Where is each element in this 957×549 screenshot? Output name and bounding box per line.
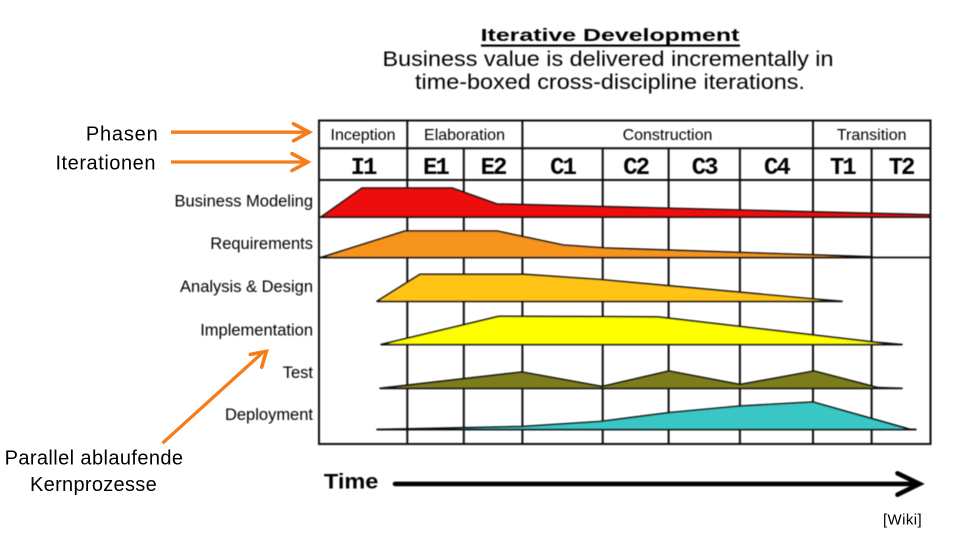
- svg-text:[Wiki]: [Wiki]: [883, 512, 922, 529]
- svg-text:Iterationen: Iterationen: [55, 152, 156, 174]
- svg-text:Inception: Inception: [331, 127, 396, 144]
- svg-text:T1: T1: [830, 155, 856, 182]
- svg-text:C4: C4: [764, 155, 790, 182]
- svg-text:Kernprozesse: Kernprozesse: [30, 474, 157, 496]
- svg-text:E1: E1: [423, 155, 449, 182]
- svg-text:C2: C2: [623, 155, 648, 182]
- svg-text:Iterative Development: Iterative Development: [481, 24, 740, 45]
- svg-text:Time: Time: [324, 470, 378, 494]
- svg-text:Requirements: Requirements: [210, 235, 313, 253]
- svg-text:Elaboration: Elaboration: [424, 127, 505, 144]
- svg-text:Analysis & Design: Analysis & Design: [180, 278, 313, 296]
- svg-text:C1: C1: [550, 155, 576, 182]
- svg-text:Business Modeling: Business Modeling: [175, 192, 314, 210]
- svg-text:Phasen: Phasen: [86, 124, 159, 146]
- svg-text:I1: I1: [351, 155, 377, 182]
- svg-text:E2: E2: [481, 155, 506, 182]
- svg-text:Deployment: Deployment: [225, 406, 313, 424]
- svg-text:Parallel ablaufende: Parallel ablaufende: [5, 448, 184, 470]
- svg-text:Implementation: Implementation: [200, 321, 313, 339]
- svg-text:C3: C3: [692, 155, 718, 182]
- svg-text:Construction: Construction: [623, 127, 713, 144]
- svg-text:T2: T2: [889, 155, 914, 182]
- svg-text:time-boxed cross-discipline it: time-boxed cross-discipline iterations.: [415, 70, 805, 94]
- svg-text:Transition: Transition: [837, 127, 907, 144]
- svg-text:Business value is delivered in: Business value is delivered incrementall…: [382, 47, 833, 71]
- svg-text:Test: Test: [283, 364, 314, 382]
